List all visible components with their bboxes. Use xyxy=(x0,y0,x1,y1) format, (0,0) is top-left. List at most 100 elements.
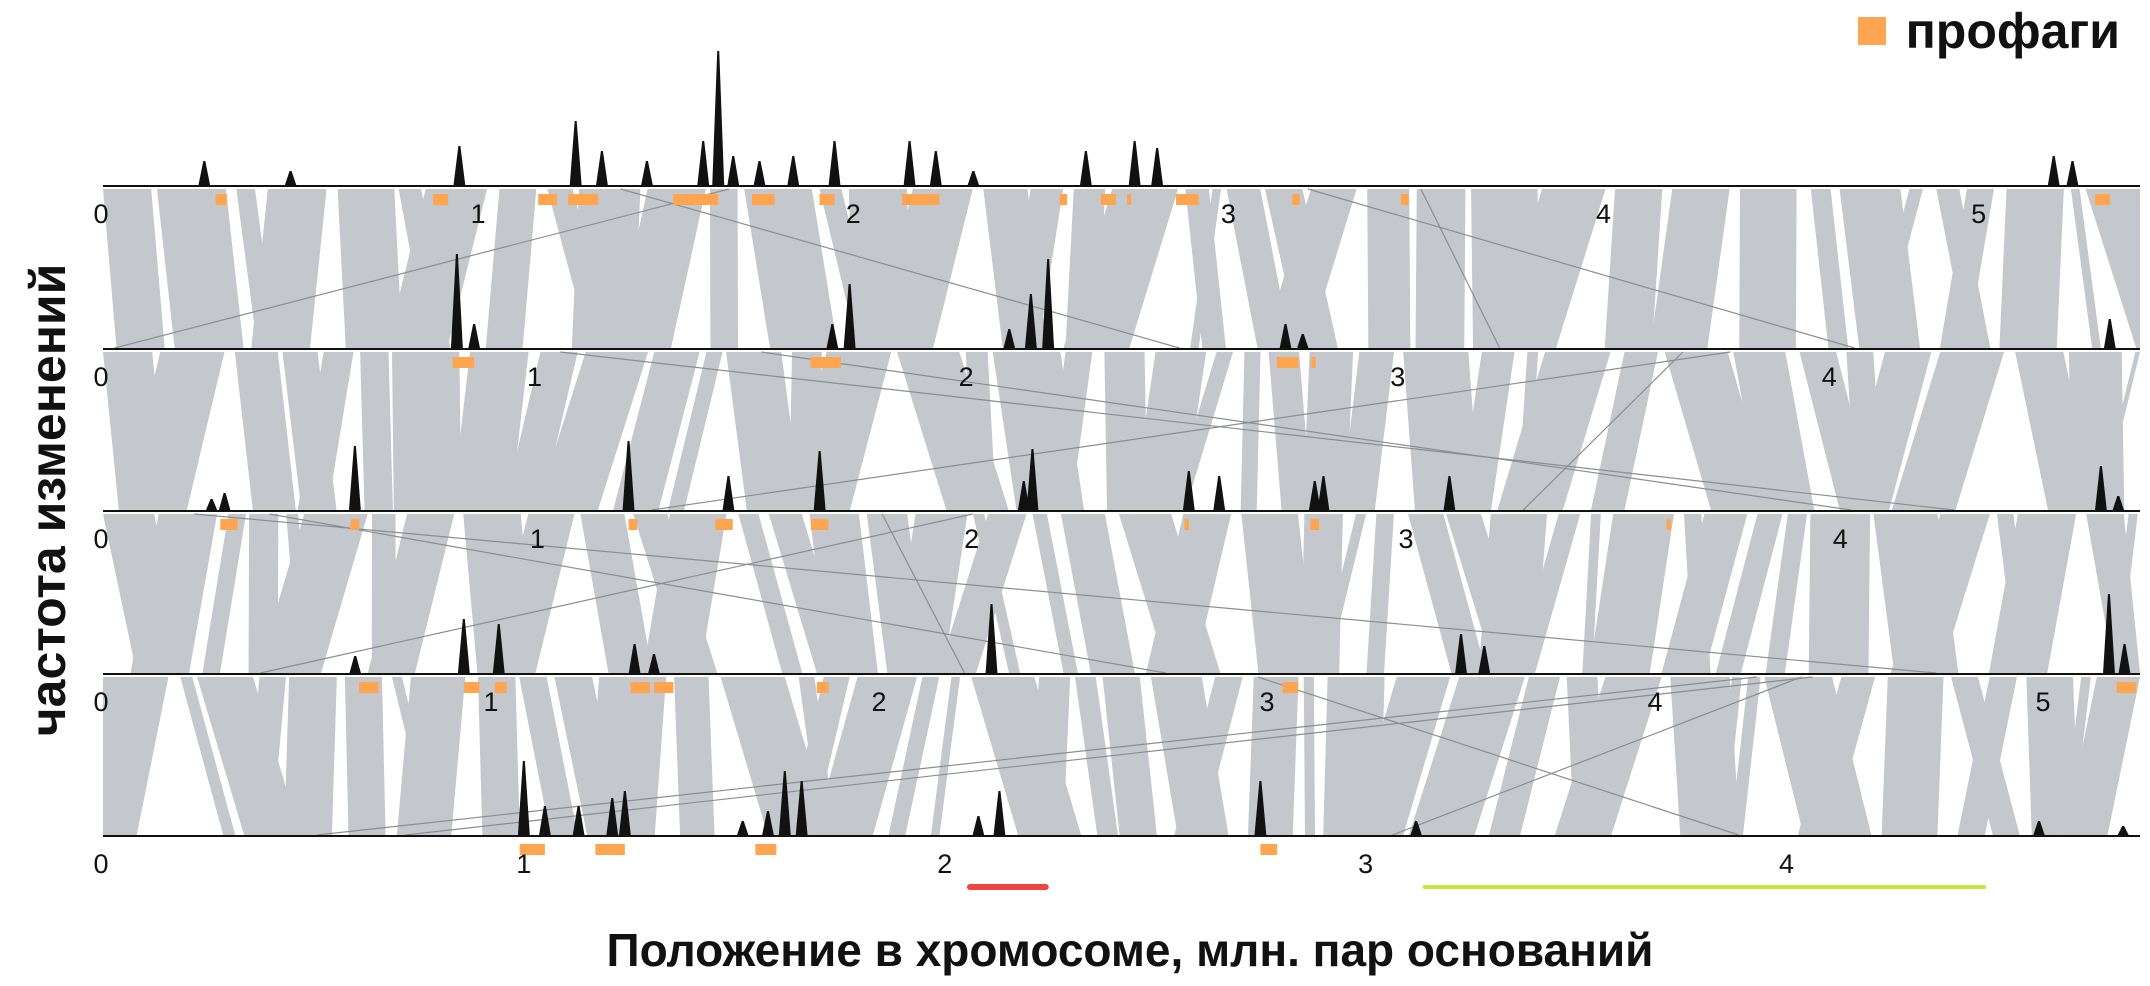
peak xyxy=(993,791,1006,836)
peak xyxy=(712,51,725,186)
legend: профаги xyxy=(1857,2,2120,60)
prophage-mark xyxy=(220,519,238,530)
synteny-inversion xyxy=(761,351,1852,511)
synteny-inversion xyxy=(1522,351,1684,511)
synteny-block xyxy=(202,514,247,673)
peak xyxy=(622,441,635,511)
synteny-inversion xyxy=(260,513,973,674)
genome-2-peaks xyxy=(450,254,2116,349)
tick-label: 2 xyxy=(964,524,979,554)
peak xyxy=(1279,324,1292,349)
genome-1-peaks xyxy=(198,51,2079,186)
synteny-block xyxy=(1492,189,1606,348)
peak xyxy=(813,451,826,511)
peak-series xyxy=(198,51,2131,836)
synteny-block xyxy=(1168,352,1233,510)
synteny-inversion xyxy=(1420,188,1501,349)
synteny-block xyxy=(2068,352,2125,510)
peak xyxy=(572,806,585,836)
prophage-mark xyxy=(1666,519,1671,530)
synteny-block xyxy=(738,514,803,673)
synteny-blocks xyxy=(103,188,2140,836)
synteny-block xyxy=(1031,677,1071,835)
tick-labels: 0 1 2 3 4 5 0 1 2 3 4 0 1 2 3 4 0 1 2 3 4 5 0 1 2 3 4 xyxy=(93,199,2050,879)
synteny-block xyxy=(1408,514,1487,673)
synteny-block xyxy=(1661,514,1748,673)
synteny-block xyxy=(396,677,466,835)
synteny-block xyxy=(1797,677,1876,835)
synteny-block xyxy=(587,677,667,835)
synteny-block xyxy=(1957,677,2017,835)
synteny-inversion xyxy=(620,188,1180,349)
tick-label: 0 xyxy=(93,199,108,229)
synteny-inversion xyxy=(405,676,1813,836)
prophage-mark xyxy=(1260,844,1278,855)
synteny-block xyxy=(180,677,236,835)
prophage-mark xyxy=(630,682,651,693)
synteny-block xyxy=(1891,352,2004,510)
tick-label: 2 xyxy=(937,849,952,879)
prophage-mark xyxy=(810,519,829,530)
prophage-mark xyxy=(1282,682,1299,693)
tick-label: 3 xyxy=(1221,199,1236,229)
synteny-inversion xyxy=(1392,676,1802,836)
synteny-block xyxy=(1102,677,1157,835)
peak xyxy=(1079,151,1092,186)
peak xyxy=(828,141,841,186)
peak xyxy=(1151,148,1164,186)
genome-5-peaks xyxy=(517,761,2130,836)
peak xyxy=(517,761,530,836)
peak xyxy=(1017,481,1030,511)
peak xyxy=(1024,294,1037,349)
peak xyxy=(985,604,998,674)
peak xyxy=(778,771,791,836)
peak xyxy=(284,171,297,186)
synteny-block xyxy=(1032,514,1078,673)
synteny-block xyxy=(1060,514,1135,673)
peak xyxy=(2032,821,2045,836)
peak xyxy=(2112,496,2125,511)
synteny-block xyxy=(1408,677,1525,835)
prophage-mark xyxy=(628,519,638,530)
synteny-block xyxy=(122,352,225,510)
synteny-band-2 xyxy=(103,351,2140,511)
synteny-block xyxy=(489,514,575,673)
synteny-block xyxy=(668,352,723,510)
synteny-block xyxy=(1303,677,1316,835)
prophage-mark xyxy=(902,194,940,205)
genome-5-prophages xyxy=(519,844,1278,855)
synteny-block xyxy=(2109,514,2138,673)
synteny-block xyxy=(284,677,337,835)
tick-label: 1 xyxy=(527,362,542,392)
synteny-block xyxy=(156,189,244,348)
peak xyxy=(1026,449,1039,511)
prophage-mark xyxy=(816,682,829,693)
synteny-block xyxy=(937,514,1027,673)
synteny-block xyxy=(809,514,878,673)
peak xyxy=(1003,329,1016,349)
peak xyxy=(628,644,641,674)
tick-label: 2 xyxy=(846,199,861,229)
prophage-mark xyxy=(494,682,507,693)
tick-label: 5 xyxy=(1971,199,1986,229)
peak xyxy=(538,806,551,836)
tick-label: 1 xyxy=(471,199,486,229)
synteny-block xyxy=(1063,189,1179,348)
synteny-block xyxy=(257,514,368,673)
prophage-mark xyxy=(653,682,674,693)
genome-3-ticks: 0 1 2 3 4 xyxy=(93,524,1847,554)
synteny-block xyxy=(344,677,386,835)
tick-label: 2 xyxy=(959,362,974,392)
prophage-mark xyxy=(215,194,227,205)
synteny-block xyxy=(1497,352,1611,510)
synteny-block xyxy=(1367,189,1411,348)
peak xyxy=(972,816,985,836)
peak xyxy=(453,146,466,186)
prophage-mark xyxy=(755,844,777,855)
peak xyxy=(795,781,808,836)
legend-label: профаги xyxy=(1905,3,2120,59)
synteny-block xyxy=(451,352,529,510)
synteny-block xyxy=(891,514,968,673)
synteny-block xyxy=(930,677,961,835)
